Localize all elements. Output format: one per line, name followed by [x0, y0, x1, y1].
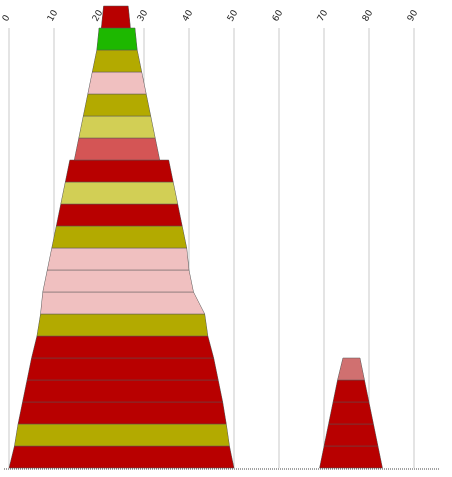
layer-bar: [14, 423, 230, 447]
x-tick-label: 80: [361, 8, 376, 23]
x-tick-label: 50: [226, 8, 241, 23]
layer-bar: [40, 291, 206, 315]
layer-bar: [323, 423, 379, 447]
layer-bar: [51, 225, 188, 249]
x-tick-label: 10: [46, 8, 61, 23]
x-tick-label: 90: [406, 8, 421, 23]
layer-bar: [22, 379, 224, 403]
layer-stack: [319, 357, 383, 469]
layer-bar: [332, 379, 370, 403]
layer-bar: [328, 401, 374, 425]
layer-bar: [64, 159, 174, 183]
x-tick-label: 60: [271, 8, 286, 23]
layer-bar: [100, 5, 131, 29]
layer-bar: [17, 401, 227, 425]
x-tick-label: 30: [136, 8, 151, 23]
layer-bar: [91, 49, 143, 73]
layer-bar: [46, 247, 190, 271]
layer-bar: [82, 93, 152, 117]
layer-bar: [337, 357, 365, 381]
layer-bar: [78, 115, 156, 139]
layer-bar: [36, 313, 209, 337]
layer-bar: [73, 137, 161, 161]
layer-bar: [319, 445, 383, 469]
x-tick-label: 70: [316, 8, 331, 23]
layer-stack: [8, 5, 235, 469]
layer-bar: [55, 203, 183, 227]
layer-bar: [96, 27, 138, 51]
layer-bar: [42, 269, 194, 293]
layer-bar: [8, 445, 235, 469]
x-tick-labels: 0 10 20 30 40 50 60 70 80 90: [1, 8, 421, 23]
layer-bar: [26, 357, 219, 381]
layer-bar: [87, 71, 147, 95]
layer-bar: [31, 335, 215, 359]
x-tick-label: 40: [181, 8, 196, 23]
x-tick-label: 0: [1, 13, 13, 23]
layer-bars: [8, 5, 383, 469]
layer-bar: [60, 181, 179, 205]
